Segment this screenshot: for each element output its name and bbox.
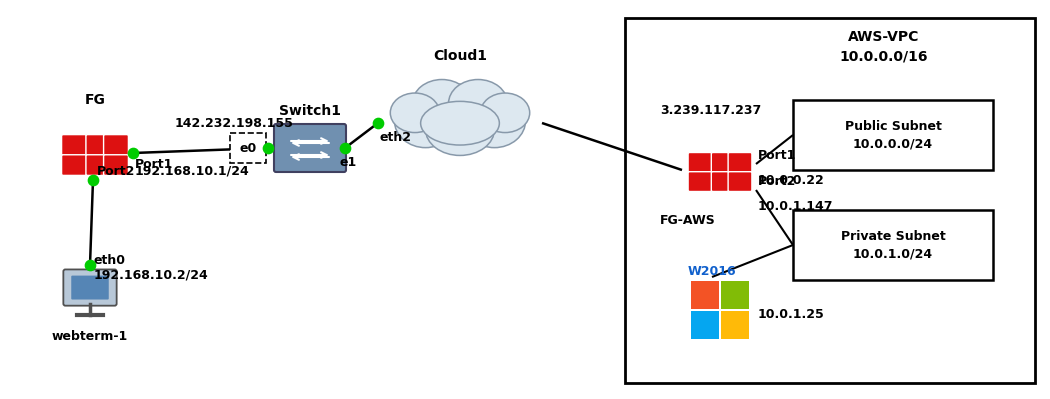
Text: 10.0.1.147: 10.0.1.147 (758, 200, 834, 213)
Text: eth0: eth0 (94, 254, 126, 267)
FancyBboxPatch shape (63, 269, 117, 306)
Text: 192.168.10.2/24: 192.168.10.2/24 (94, 269, 209, 282)
Point (370, 120, 386, 126)
Text: Public Subnet
10.0.0.0/24: Public Subnet 10.0.0.0/24 (844, 119, 942, 150)
FancyBboxPatch shape (728, 172, 752, 192)
Ellipse shape (425, 103, 495, 156)
Bar (691, 311, 719, 339)
FancyBboxPatch shape (711, 172, 729, 192)
FancyBboxPatch shape (62, 155, 86, 176)
FancyBboxPatch shape (104, 134, 128, 155)
Text: Cloud1: Cloud1 (433, 49, 487, 63)
Point (125, 150, 142, 156)
Bar (691, 281, 719, 309)
Text: Port1: Port1 (758, 149, 796, 162)
Text: webterm-1: webterm-1 (51, 330, 128, 343)
Ellipse shape (448, 79, 507, 127)
Ellipse shape (391, 93, 440, 132)
Bar (230, 133, 266, 163)
FancyBboxPatch shape (728, 152, 752, 172)
Text: 142.232.198.155: 142.232.198.155 (175, 117, 294, 130)
Bar (793, 100, 993, 170)
Text: Port2: Port2 (758, 175, 796, 188)
Text: 10.0.0.22: 10.0.0.22 (758, 174, 824, 187)
Ellipse shape (421, 101, 500, 145)
FancyBboxPatch shape (71, 276, 109, 300)
Ellipse shape (395, 93, 457, 148)
FancyBboxPatch shape (104, 155, 128, 176)
Text: eth2: eth2 (380, 131, 412, 144)
Text: Switch1: Switch1 (279, 104, 341, 118)
Ellipse shape (415, 84, 505, 152)
FancyBboxPatch shape (86, 134, 104, 155)
Point (259, 145, 276, 151)
Text: Port1: Port1 (135, 158, 173, 171)
Point (82, 262, 99, 268)
FancyBboxPatch shape (688, 172, 712, 192)
Bar (793, 210, 993, 280)
Text: W2016: W2016 (688, 265, 736, 278)
FancyBboxPatch shape (711, 152, 729, 172)
Bar (721, 281, 749, 309)
Text: Port2: Port2 (97, 165, 135, 178)
Text: Private Subnet
10.0.1.0/24: Private Subnet 10.0.1.0/24 (841, 229, 945, 261)
Bar (625, 18, 1035, 383)
Text: 192.168.10.1/24: 192.168.10.1/24 (135, 165, 250, 178)
Text: e0: e0 (239, 142, 256, 154)
Text: AWS-VPC
10.0.0.0/16: AWS-VPC 10.0.0.0/16 (839, 30, 927, 63)
Text: 10.0.1.25: 10.0.1.25 (758, 308, 824, 322)
Text: 3.239.117.237: 3.239.117.237 (660, 104, 761, 117)
Ellipse shape (413, 79, 471, 127)
FancyBboxPatch shape (62, 134, 86, 155)
Text: e1: e1 (340, 156, 357, 169)
Point (337, 145, 354, 151)
FancyBboxPatch shape (86, 155, 104, 176)
Ellipse shape (481, 93, 529, 132)
Ellipse shape (463, 93, 526, 148)
Text: FG-AWS: FG-AWS (660, 214, 716, 227)
FancyBboxPatch shape (274, 124, 346, 172)
FancyBboxPatch shape (688, 152, 712, 172)
Point (85, 177, 102, 183)
Text: FG: FG (85, 93, 105, 107)
Bar (721, 311, 749, 339)
